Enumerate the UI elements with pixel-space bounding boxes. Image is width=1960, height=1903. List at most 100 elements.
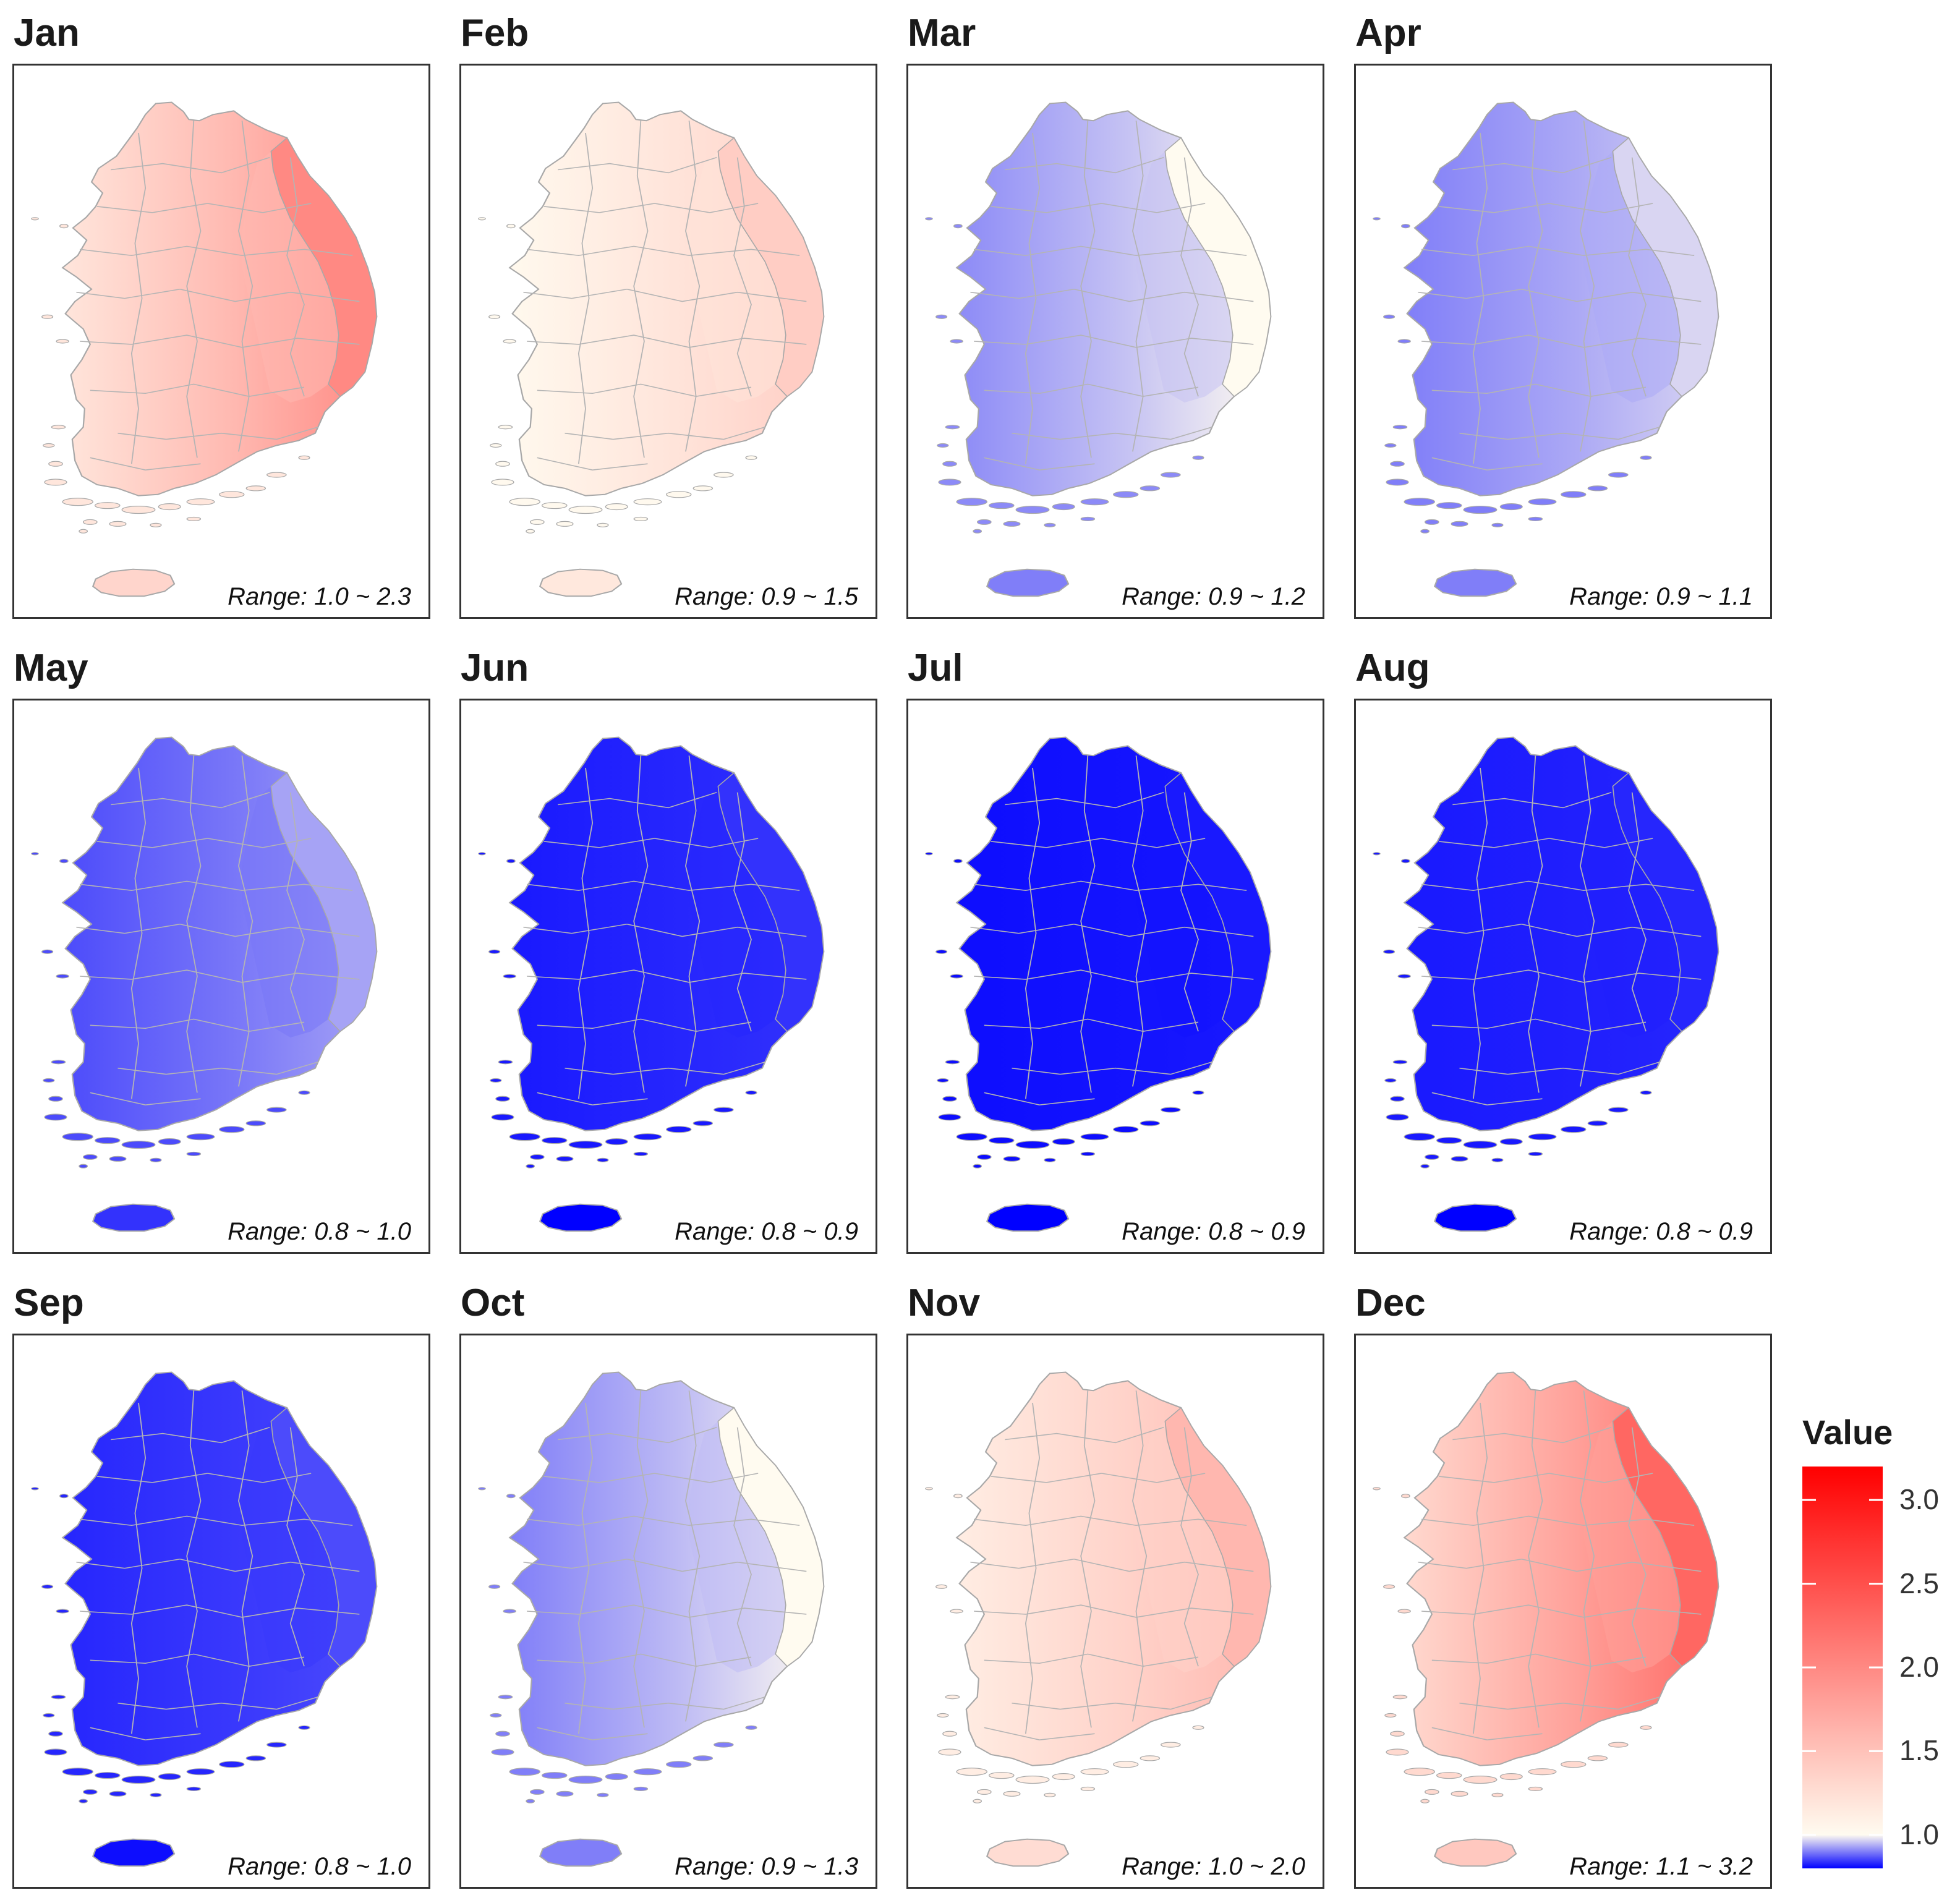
island [1080, 1133, 1109, 1141]
east-coast-region [1164, 772, 1272, 1032]
district-boundary [577, 132, 594, 464]
district-boundary [577, 1402, 594, 1734]
district-boundary [685, 1390, 701, 1722]
island [1080, 1768, 1109, 1776]
district-boundary [1421, 1604, 1702, 1618]
district-boundary [537, 457, 648, 470]
district-boundary [1431, 1018, 1647, 1032]
district-boundary [1431, 457, 1543, 470]
island [1463, 1141, 1498, 1149]
island [1386, 479, 1409, 486]
district-boundary [1431, 1092, 1543, 1105]
island [1373, 852, 1381, 856]
district-boundary [1012, 1697, 1212, 1710]
island [51, 1695, 66, 1700]
island [79, 1799, 88, 1803]
district-boundary [117, 1062, 318, 1075]
island [1424, 519, 1439, 525]
island [121, 1141, 156, 1149]
island [988, 502, 1015, 509]
island [597, 1792, 609, 1797]
island [950, 1609, 963, 1614]
island [186, 1768, 215, 1776]
korea-map-sep [31, 1371, 378, 1867]
island [1420, 1799, 1430, 1803]
district-boundary [633, 1390, 649, 1728]
district-boundary [80, 969, 360, 983]
island [150, 1157, 162, 1162]
island [956, 1768, 987, 1776]
island [1608, 1742, 1629, 1748]
island [1044, 1792, 1056, 1797]
korea-map-mar [925, 101, 1272, 597]
district-boundary [1421, 880, 1695, 892]
island [633, 516, 649, 521]
district-boundary [1418, 1558, 1702, 1572]
island [218, 1761, 245, 1768]
district-boundary [543, 1473, 759, 1483]
district-boundary [1180, 792, 1199, 1032]
island [938, 1113, 961, 1121]
district-boundary [970, 1558, 1254, 1572]
island [692, 485, 714, 492]
island [158, 1773, 181, 1781]
jeju-island [1433, 568, 1517, 597]
district-boundary [527, 969, 807, 983]
district-boundary [1580, 121, 1595, 452]
island [925, 852, 933, 856]
island [509, 1768, 540, 1776]
island [1140, 1755, 1161, 1761]
island [745, 455, 757, 460]
island [478, 217, 486, 221]
island [158, 503, 181, 511]
district-boundary [565, 1062, 765, 1075]
island [1528, 1768, 1557, 1776]
island [953, 1494, 963, 1499]
island [41, 949, 54, 954]
island [935, 949, 948, 954]
island [59, 224, 69, 229]
district-boundary [79, 245, 353, 257]
legend-tick-label: 1.0 [1899, 1818, 1939, 1850]
map-panel-nov: Range: 1.0 ~ 2.0 [906, 1334, 1324, 1889]
island [1003, 521, 1021, 527]
island [1373, 1487, 1381, 1491]
island [1404, 1133, 1435, 1141]
island [942, 1096, 957, 1102]
island [745, 1090, 757, 1095]
island [503, 1609, 516, 1614]
district-boundary [526, 1515, 800, 1526]
island [1397, 339, 1411, 344]
island [1080, 1151, 1096, 1156]
district-boundary [1080, 121, 1096, 458]
island [48, 461, 63, 467]
island [1463, 1776, 1498, 1784]
island [937, 1713, 949, 1718]
range-label-oct: Range: 0.9 ~ 1.3 [675, 1853, 858, 1880]
island [692, 1120, 714, 1126]
district-boundary [96, 838, 312, 848]
east-coast-region [717, 137, 825, 398]
island [1373, 217, 1381, 221]
island [150, 522, 162, 527]
island [942, 461, 957, 467]
panel-title-dec: Dec [1355, 1282, 1426, 1324]
range-label-jun: Range: 0.8 ~ 0.9 [675, 1218, 858, 1245]
island [1015, 506, 1050, 514]
island [973, 1164, 982, 1169]
island [1397, 1609, 1411, 1614]
korea-map-dec [1373, 1371, 1719, 1867]
district-boundary [1431, 1727, 1543, 1740]
district-boundary [633, 756, 649, 1093]
island [506, 1494, 516, 1499]
island [1392, 425, 1408, 430]
island [1080, 1786, 1096, 1791]
east-coast-region [717, 1407, 825, 1667]
island [1390, 1731, 1405, 1737]
district-boundary [984, 1653, 1199, 1667]
island [665, 1761, 692, 1768]
island [1436, 502, 1462, 509]
island [1491, 522, 1504, 527]
legend-tick-label: 1.5 [1899, 1734, 1939, 1767]
island [51, 1060, 66, 1065]
